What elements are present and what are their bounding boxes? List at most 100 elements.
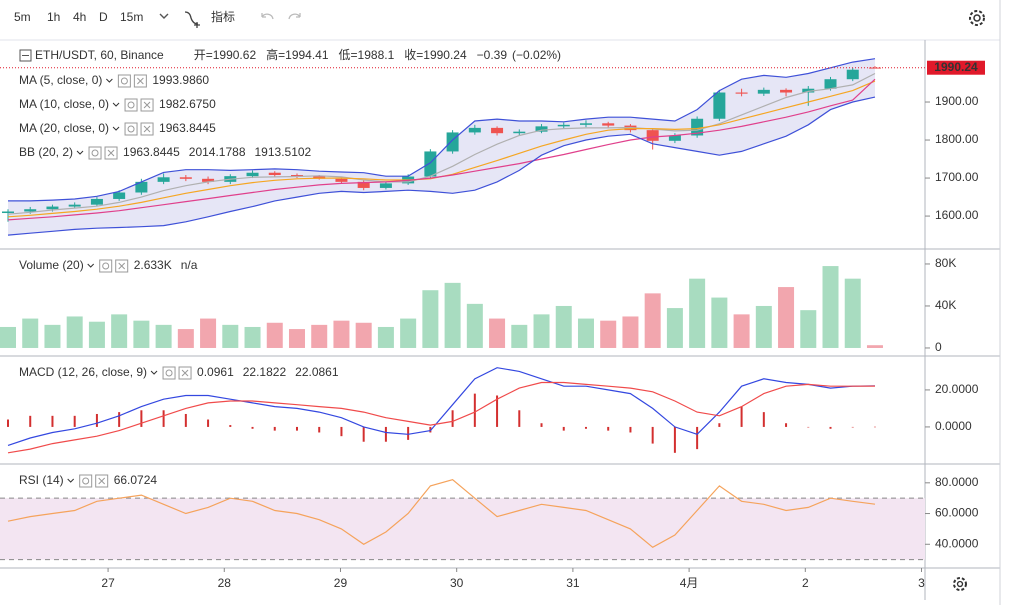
redo[interactable] [288, 13, 301, 20]
x-tick-label: 2 [802, 576, 809, 590]
visibility-toggle[interactable] [124, 122, 138, 136]
candle-body [157, 177, 170, 182]
y-tick-label: 20.0000 [935, 382, 979, 396]
visibility-toggle[interactable] [117, 74, 131, 88]
volume-bar [288, 329, 305, 348]
candle-body [691, 118, 704, 136]
visibility-toggle [165, 369, 173, 377]
candle-body [557, 124, 570, 127]
interval-button[interactable]: 5m [14, 10, 31, 24]
ohlc-label: 收= [404, 48, 423, 62]
volume-bar [577, 318, 594, 348]
macd-histogram-bar [384, 426, 387, 442]
macd-histogram-bar [340, 426, 343, 437]
indicator-line [7, 72, 876, 215]
candle-body [757, 89, 770, 94]
indicator-line [7, 96, 876, 236]
remove-button [143, 125, 151, 133]
y-tick-label: 0.0000 [935, 419, 972, 433]
candle-body [579, 123, 592, 125]
undo[interactable] [261, 13, 274, 20]
indicator-value: 1963.8445 [123, 145, 180, 159]
x-tick-label: 29 [334, 576, 348, 590]
y-tick-label: 1900.00 [935, 94, 979, 108]
indicator-menu[interactable] [87, 263, 95, 268]
indicator-menu[interactable] [150, 370, 158, 375]
macd-histogram-bar [562, 426, 565, 431]
macd-histogram-bar [740, 406, 743, 427]
indicator-menu[interactable] [106, 78, 113, 83]
macd-histogram-bar [696, 426, 699, 450]
remove-button [181, 369, 189, 377]
band-fill [8, 58, 875, 236]
candle-body [802, 88, 815, 93]
macd-histogram-bar [518, 410, 521, 427]
candle-body [846, 69, 859, 80]
visibility-toggle[interactable] [124, 98, 138, 112]
visibility-toggle [82, 477, 90, 485]
volume-bar [866, 345, 883, 348]
volume-bar [0, 326, 16, 348]
settings[interactable] [969, 10, 985, 26]
macd-histogram-bar [295, 426, 298, 431]
y-tick-label: 40K [935, 298, 956, 312]
settings-bottom[interactable] [953, 577, 967, 591]
volume-bar [733, 314, 750, 348]
indicator-value: 2014.1788 [189, 145, 246, 159]
volume-bar [311, 324, 328, 348]
indicator-value: 1963.8445 [159, 121, 216, 135]
volume-bar [666, 308, 683, 348]
y-tick-label: 40.0000 [935, 536, 979, 550]
interval-button[interactable]: 4h [73, 10, 86, 24]
candle-body [713, 92, 726, 119]
volume-bar [489, 318, 506, 348]
volume-bar [466, 303, 483, 348]
macd-histogram-bar [451, 410, 454, 427]
volume-bar [200, 318, 217, 348]
interval-button[interactable]: 1h [47, 10, 60, 24]
volume-bar [755, 305, 772, 348]
macd-histogram-bar [785, 423, 788, 427]
pane: 0 40K 80K [0, 256, 956, 354]
visibility-toggle[interactable] [162, 366, 176, 380]
visibility-toggle[interactable] [99, 259, 113, 273]
volume-bar [555, 305, 572, 348]
indicator-label: MA (5, close, 0) [19, 73, 102, 87]
macd-histogram-bar [540, 423, 543, 427]
candle-body [424, 151, 437, 177]
x-tick-label: 28 [218, 576, 232, 590]
volume-bar [422, 290, 439, 348]
macd-histogram-bar [273, 426, 276, 431]
candle-body [335, 178, 348, 182]
visibility-toggle[interactable] [88, 146, 102, 160]
volume-bar [444, 282, 461, 348]
interval-dropdown[interactable] [159, 13, 169, 19]
x-tick-label: 30 [450, 576, 464, 590]
remove-button [98, 477, 106, 485]
interval-button[interactable]: 15m [120, 10, 143, 24]
x-tick-label: 31 [566, 576, 580, 590]
volume-bar [400, 318, 417, 348]
indicator-menu[interactable] [76, 150, 84, 155]
candle-body [491, 127, 504, 134]
y-tick-label: 0 [935, 340, 942, 354]
candle-body [46, 206, 59, 210]
indicator-value: 1993.9860 [152, 73, 209, 87]
indicators-button[interactable]: 指标 [211, 9, 235, 24]
volume-bar [88, 321, 105, 348]
indicator-label: RSI (14) [19, 473, 64, 487]
collapse-icon[interactable] [19, 49, 32, 62]
indicator-menu[interactable] [112, 126, 120, 131]
indicators-icon[interactable] [184, 11, 200, 28]
volume-bar [133, 320, 150, 348]
candle-body [2, 211, 14, 214]
interval-button[interactable]: D [99, 10, 108, 24]
indicator-menu[interactable] [67, 478, 75, 483]
y-tick-label: 80.0000 [935, 475, 979, 489]
volume-bar [377, 326, 394, 348]
indicator-menu[interactable] [112, 102, 120, 107]
ohlc-label: 开= [194, 48, 213, 62]
macd-histogram-bar [673, 426, 676, 453]
volume-bar [244, 326, 261, 348]
visibility-toggle[interactable] [79, 474, 93, 488]
